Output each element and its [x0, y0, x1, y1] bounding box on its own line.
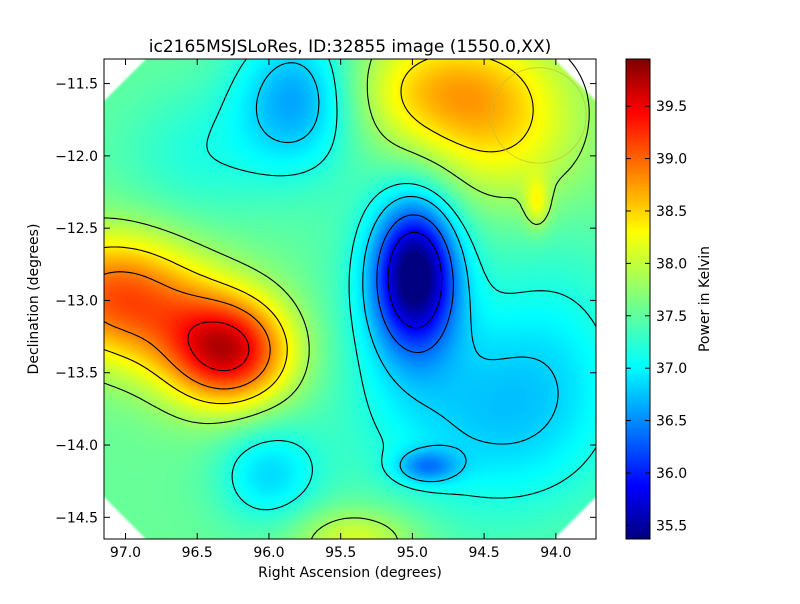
y-tick-label: −13.5 [55, 366, 98, 382]
contour-level-3 [206, 59, 596, 511]
contour-level-0 [387, 231, 443, 329]
colorbar-tick-label: 36.5 [656, 414, 687, 430]
y-tick-label: −12.5 [55, 221, 98, 237]
colorbar-tick-label: 38.5 [656, 204, 687, 220]
colorbar-tick-label: 35.5 [656, 518, 687, 534]
colorbar-label: Power in Kelvin [697, 246, 713, 352]
y-tick-label: −12.0 [55, 149, 98, 165]
colorbar-tick-label: 37.5 [656, 309, 687, 325]
y-tick-label: −11.5 [55, 77, 98, 93]
x-tick-label: 94.0 [540, 545, 571, 561]
x-axis-label: Right Ascension (degrees) [258, 565, 442, 581]
x-tick-label: 97.0 [110, 545, 141, 561]
colorbar-tick-label: 39.0 [656, 152, 687, 168]
x-tick-label: 94.5 [469, 545, 500, 561]
y-axis-ticks: −11.5 −12.0 −12.5 −13.0 −13.5 −14.0 −14.5 [55, 77, 596, 526]
y-tick-label: −14.0 [55, 438, 98, 454]
colorbar-tick-label: 39.5 [656, 99, 687, 115]
x-tick-label: 95.0 [397, 545, 428, 561]
x-tick-label: 96.5 [182, 545, 213, 561]
x-tick-label: 96.0 [253, 545, 284, 561]
contour-level-4 [104, 59, 590, 539]
x-axis-ticks: 97.0 96.5 96.0 95.5 95.0 94.5 94.0 [110, 59, 571, 561]
colorbar-tick-label: 38.0 [656, 256, 687, 272]
contour-level-7 [187, 321, 250, 372]
plot-frame [103, 58, 597, 540]
chart-title: ic2165MSJSLoRes, ID:32855 image (1550.0,… [149, 37, 551, 57]
y-axis-label: Declination (degrees) [26, 224, 42, 375]
x-tick-label: 95.5 [325, 545, 356, 561]
contour-level-5 [104, 59, 534, 405]
colorbar-tick-label: 37.0 [656, 361, 687, 377]
y-tick-label: −14.5 [55, 510, 98, 526]
contour-level-2 [255, 62, 559, 483]
colorbar-ticks: 35.5 36.0 36.5 37.0 37.5 38.0 38.5 39.0 39.5 [626, 99, 687, 534]
colorbar-gradient [625, 58, 651, 540]
beam-marker [490, 67, 587, 164]
contour-level-1 [376, 214, 454, 354]
y-tick-label: −13.0 [55, 293, 98, 309]
colorbar: 35.5 36.0 36.5 37.0 37.5 38.0 38.5 39.0 39.5 Pow… [625, 58, 713, 540]
heatmap-area [103, 58, 597, 540]
contour-lines [104, 59, 596, 539]
colorbar-tick-label: 36.0 [656, 466, 687, 482]
contour-level-6 [104, 271, 271, 390]
